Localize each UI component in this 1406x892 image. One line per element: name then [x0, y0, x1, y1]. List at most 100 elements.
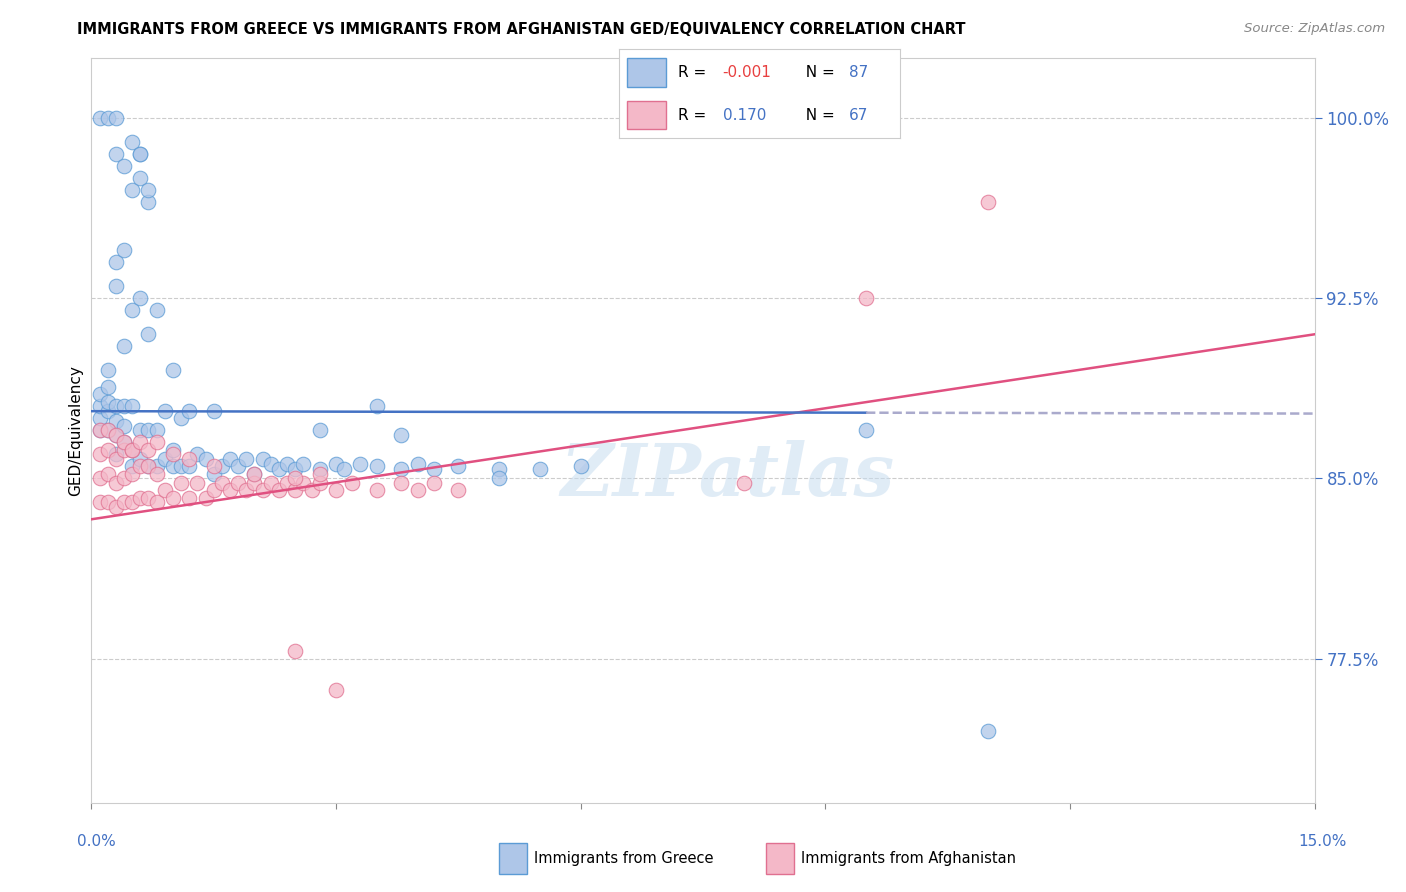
- Point: [129, 147, 152, 161]
- Text: Source: ZipAtlas.com: Source: ZipAtlas.com: [1244, 22, 1385, 36]
- Point: [104, 476, 127, 491]
- Point: [235, 483, 257, 498]
- Text: Immigrants from Afghanistan: Immigrants from Afghanistan: [801, 851, 1017, 866]
- Point: [121, 303, 143, 318]
- Point: [243, 476, 266, 491]
- Point: [97, 442, 120, 457]
- FancyBboxPatch shape: [627, 101, 666, 129]
- Point: [308, 476, 330, 491]
- Point: [162, 447, 184, 461]
- Point: [97, 363, 120, 377]
- Point: [179, 459, 201, 474]
- Point: [202, 467, 225, 481]
- Text: N =: N =: [796, 65, 839, 79]
- Point: [194, 452, 217, 467]
- Point: [366, 459, 388, 474]
- Point: [129, 423, 152, 437]
- Point: [153, 404, 176, 418]
- Point: [112, 471, 135, 485]
- Point: [104, 147, 127, 161]
- Point: [145, 495, 167, 509]
- Point: [121, 495, 143, 509]
- Point: [325, 682, 347, 697]
- Point: [138, 459, 160, 474]
- Point: [112, 400, 135, 414]
- Point: [202, 404, 225, 418]
- Point: [179, 491, 201, 505]
- Point: [235, 452, 257, 467]
- Point: [104, 428, 127, 442]
- Point: [186, 476, 208, 491]
- Point: [202, 459, 225, 474]
- Point: [112, 159, 135, 173]
- Point: [284, 471, 307, 485]
- Point: [219, 452, 242, 467]
- Point: [129, 491, 152, 505]
- Point: [292, 476, 315, 491]
- Point: [89, 423, 111, 437]
- Point: [529, 462, 551, 476]
- Point: [153, 452, 176, 467]
- Point: [97, 467, 120, 481]
- Point: [112, 418, 135, 433]
- Point: [733, 476, 755, 491]
- Point: [129, 147, 152, 161]
- Point: [219, 483, 242, 498]
- Point: [488, 462, 510, 476]
- Point: [211, 459, 233, 474]
- Point: [406, 457, 429, 471]
- Point: [366, 483, 388, 498]
- Point: [406, 483, 429, 498]
- Point: [389, 462, 412, 476]
- Point: [170, 476, 193, 491]
- Point: [97, 380, 120, 394]
- Point: [104, 414, 127, 428]
- Text: 67: 67: [849, 108, 869, 122]
- Point: [145, 459, 167, 474]
- Point: [284, 483, 307, 498]
- Point: [97, 423, 120, 437]
- Text: R =: R =: [678, 108, 711, 122]
- Point: [97, 404, 120, 418]
- Point: [423, 476, 446, 491]
- Point: [179, 404, 201, 418]
- Point: [104, 400, 127, 414]
- Point: [97, 495, 120, 509]
- Point: [389, 476, 412, 491]
- Point: [145, 467, 167, 481]
- Point: [276, 457, 298, 471]
- Point: [97, 111, 120, 125]
- Point: [145, 423, 167, 437]
- Point: [252, 452, 274, 467]
- Point: [226, 459, 249, 474]
- Point: [186, 447, 208, 461]
- Point: [112, 435, 135, 450]
- Point: [145, 435, 167, 450]
- Point: [89, 423, 111, 437]
- Point: [162, 491, 184, 505]
- Text: IMMIGRANTS FROM GREECE VS IMMIGRANTS FROM AFGHANISTAN GED/EQUIVALENCY CORRELATIO: IMMIGRANTS FROM GREECE VS IMMIGRANTS FRO…: [77, 22, 966, 37]
- Point: [342, 476, 364, 491]
- Point: [112, 243, 135, 257]
- Point: [284, 462, 307, 476]
- Point: [97, 394, 120, 409]
- Point: [112, 442, 135, 457]
- Point: [104, 447, 127, 461]
- Point: [104, 428, 127, 442]
- Point: [389, 428, 412, 442]
- Point: [301, 483, 323, 498]
- Point: [292, 457, 315, 471]
- Point: [104, 452, 127, 467]
- Point: [855, 291, 877, 305]
- FancyBboxPatch shape: [627, 58, 666, 87]
- Point: [129, 435, 152, 450]
- Point: [89, 447, 111, 461]
- Point: [153, 483, 176, 498]
- Text: 0.170: 0.170: [723, 108, 766, 122]
- Point: [145, 303, 167, 318]
- Point: [284, 644, 307, 658]
- Point: [121, 442, 143, 457]
- Point: [325, 457, 347, 471]
- Point: [138, 491, 160, 505]
- Point: [488, 471, 510, 485]
